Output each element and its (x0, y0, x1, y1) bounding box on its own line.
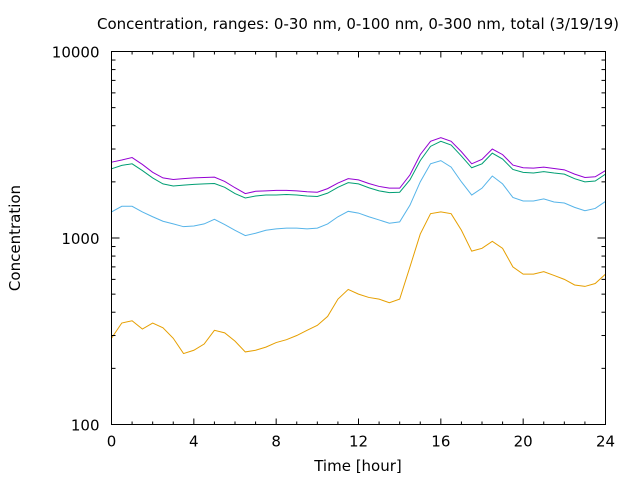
x-tick-label: 16 (431, 433, 450, 451)
x-axis-label: Time [hour] (313, 457, 402, 475)
x-tick-label: 8 (271, 433, 281, 451)
x-tick-label: 4 (189, 433, 199, 451)
y-tick-label: 10000 (52, 44, 100, 62)
plot-frame (111, 51, 606, 425)
y-tick-label: 100 (71, 417, 100, 435)
series-line-2 (111, 160, 606, 237)
tick-layer: 0 4 8 12 16 20 24 100 1000 10000 (52, 44, 615, 451)
series-line-3 (111, 140, 606, 199)
x-tick-label: 0 (107, 433, 117, 451)
x-tick-label: 20 (514, 433, 533, 451)
x-tick-label: 24 (596, 433, 615, 451)
y-axis-label: Concentration (6, 185, 24, 291)
x-tick-label: 12 (349, 433, 368, 451)
series-line-1 (111, 211, 606, 355)
series-layer (111, 137, 606, 355)
chart-title: Concentration, ranges: 0-30 nm, 0-100 nm… (97, 15, 619, 33)
series-line-4 (111, 137, 606, 195)
y-tick-label: 1000 (61, 230, 99, 248)
